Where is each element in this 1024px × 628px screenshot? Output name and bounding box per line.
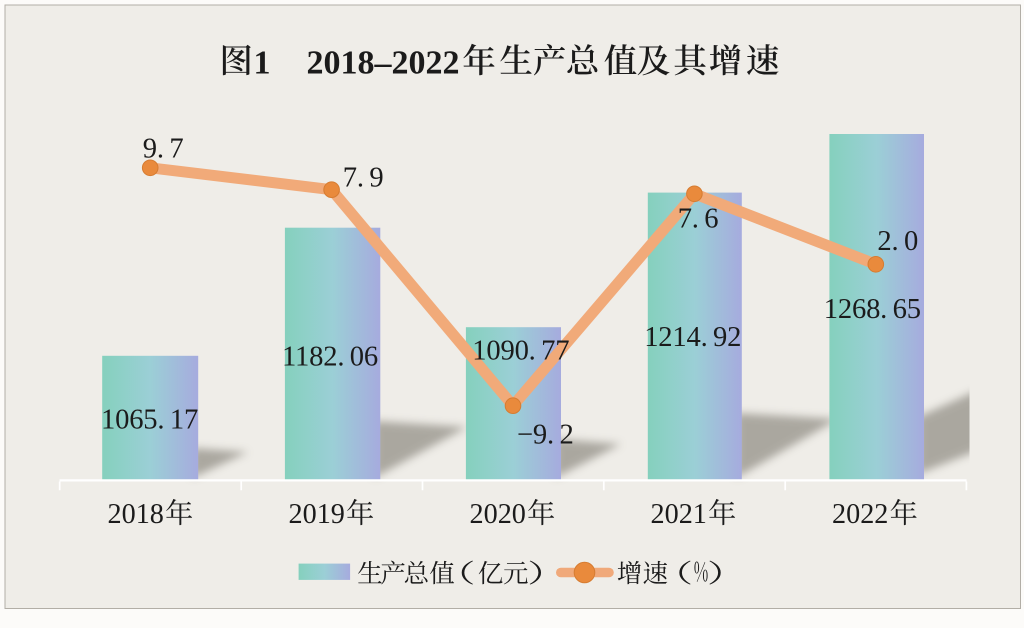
svg-text:2021: 2021 xyxy=(651,499,707,530)
svg-text:2018: 2018 xyxy=(108,499,164,530)
svg-text:2. 0: 2. 0 xyxy=(877,226,918,257)
svg-text:2018–2022: 2018–2022 xyxy=(307,45,460,82)
svg-text:−9. 2: −9. 2 xyxy=(517,420,574,451)
svg-text:7. 9: 7. 9 xyxy=(343,162,384,193)
svg-text:1065. 17: 1065. 17 xyxy=(101,404,198,435)
svg-text:1182. 06: 1182. 06 xyxy=(282,341,378,372)
svg-text:1: 1 xyxy=(254,45,271,82)
svg-text:2020: 2020 xyxy=(470,499,526,530)
svg-text:1090. 77: 1090. 77 xyxy=(472,336,569,367)
svg-text:7. 6: 7. 6 xyxy=(678,203,719,234)
svg-text:9. 7: 9. 7 xyxy=(143,134,184,165)
svg-text:1268. 65: 1268. 65 xyxy=(824,294,921,325)
svg-text:2019: 2019 xyxy=(289,499,345,530)
svg-text:1214. 92: 1214. 92 xyxy=(644,322,741,353)
svg-text:2022: 2022 xyxy=(832,499,888,530)
